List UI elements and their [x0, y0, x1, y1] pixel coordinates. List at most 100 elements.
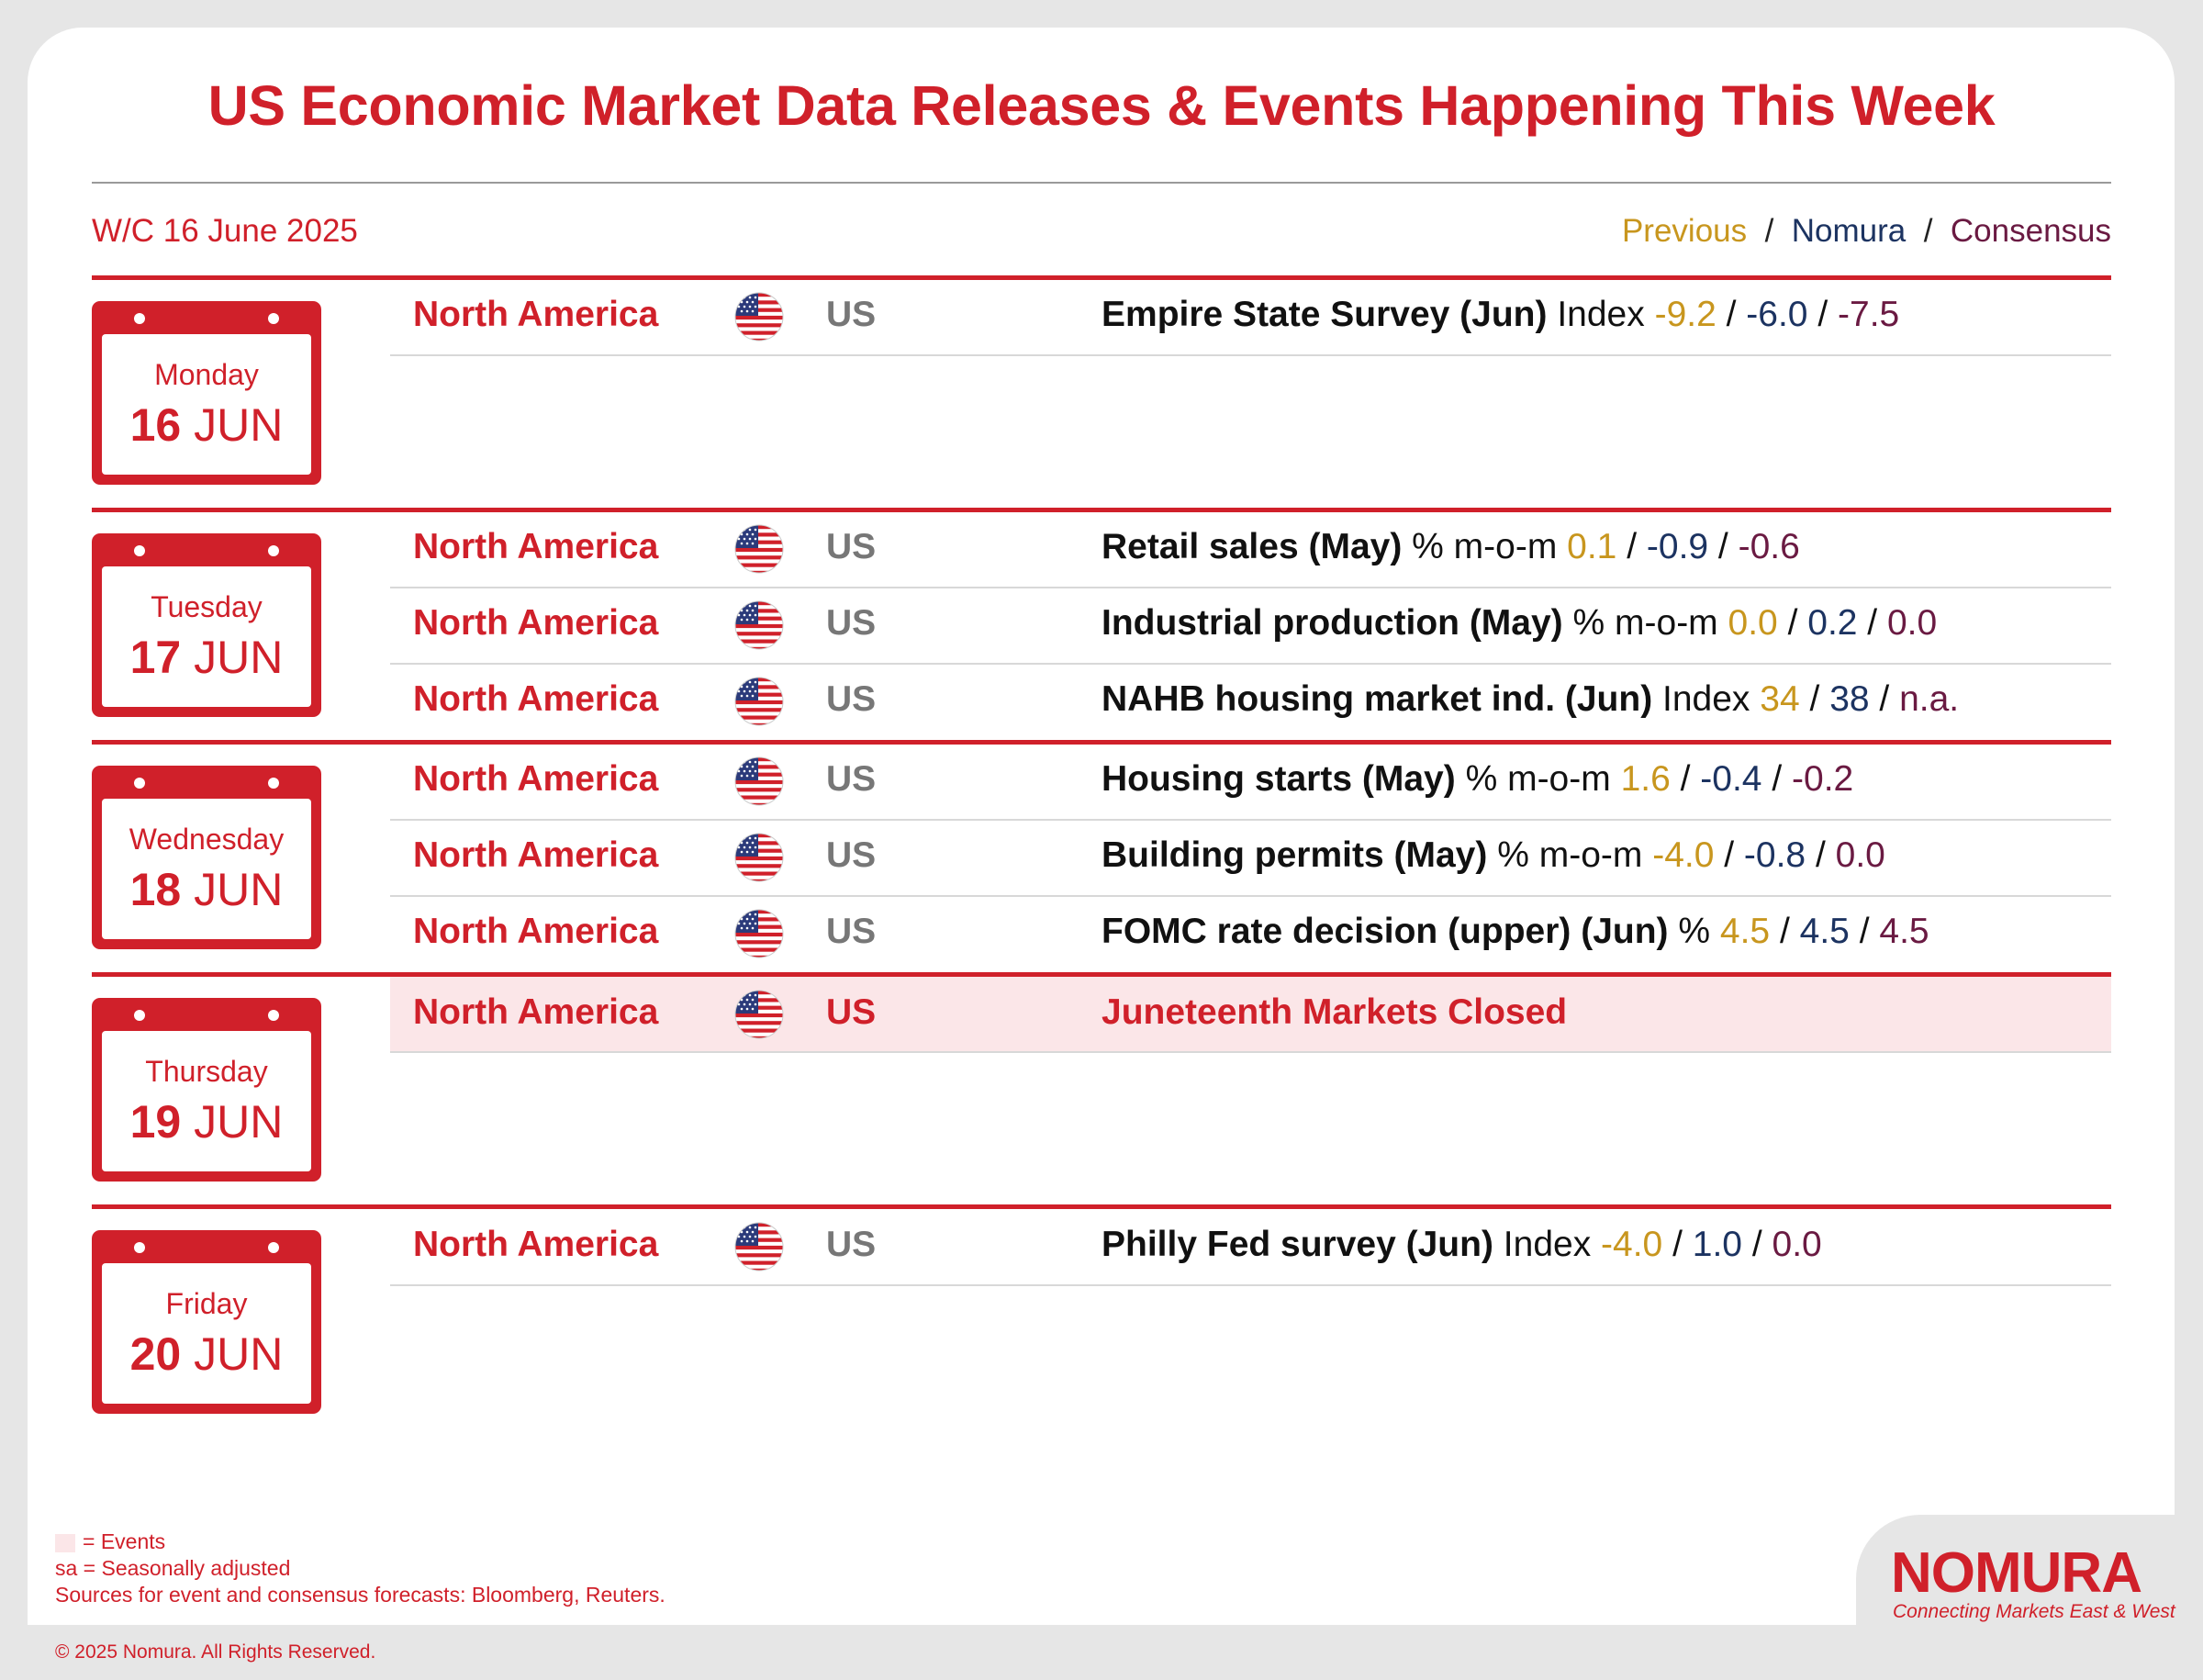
- title-divider: [92, 182, 2111, 184]
- nomura-value: -0.9: [1646, 527, 1709, 566]
- page-card: [28, 28, 2175, 1625]
- legend-nomura: Nomura: [1791, 213, 1907, 249]
- brand-tagline: Connecting Markets East & West: [1893, 1601, 2175, 1622]
- region-label: North America: [413, 295, 659, 334]
- previous-value: 0.0: [1728, 603, 1778, 643]
- nomura-value: -0.8: [1743, 835, 1806, 875]
- region-label: North America: [413, 1225, 659, 1264]
- legend-separator: /: [1923, 213, 1933, 249]
- row-divider: [390, 587, 2111, 588]
- row-divider: [390, 1284, 2111, 1286]
- consensus-value: 0.0: [1886, 603, 1938, 643]
- week-commencing: W/C 16 June 2025: [92, 213, 358, 249]
- country-code: US: [826, 527, 877, 566]
- previous-value: 1.6: [1620, 759, 1671, 799]
- release-description: Industrial production (May) % m-o-m 0.0 …: [1102, 603, 1938, 643]
- day-name: Friday: [165, 1287, 248, 1320]
- day-name: Wednesday: [129, 823, 285, 856]
- release-description: Building permits (May) % m-o-m -4.0 / -0…: [1102, 835, 1885, 875]
- event-highlight: [390, 977, 2111, 1052]
- copyright: © 2025 Nomura. All Rights Reserved.: [55, 1641, 376, 1663]
- sa-note: sa = Seasonally adjusted: [55, 1556, 291, 1580]
- release-description: Retail sales (May) % m-o-m 0.1 / -0.9 / …: [1102, 527, 1800, 566]
- us-flag-icon: [734, 833, 784, 882]
- region-label: North America: [413, 679, 659, 719]
- consensus-value: 4.5: [1879, 912, 1929, 951]
- logo-panel: [1856, 1515, 2175, 1625]
- region-label: North America: [413, 759, 659, 799]
- release-description: Housing starts (May) % m-o-m 1.6 / -0.4 …: [1102, 759, 1854, 799]
- region-label: North America: [413, 603, 659, 643]
- us-flag-icon: [734, 909, 784, 958]
- country-code: US: [826, 679, 877, 719]
- day-divider: [92, 1204, 2111, 1209]
- day-date: 18 JUN: [129, 864, 284, 915]
- region-label: North America: [413, 992, 659, 1032]
- calendar-icon-tuesday: Tuesday 17 JUN: [92, 533, 321, 717]
- consensus-value: -0.2: [1792, 759, 1854, 799]
- day-name: Monday: [154, 358, 259, 391]
- consensus-value: 0.0: [1835, 835, 1885, 875]
- nomura-value: 4.5: [1799, 912, 1850, 951]
- day-date: 20 JUN: [129, 1328, 284, 1380]
- calendar-ring-icon: [134, 313, 145, 324]
- country-code: US: [826, 759, 877, 799]
- calendar-ring-icon: [134, 778, 145, 789]
- row-divider: [390, 663, 2111, 665]
- country-code: US: [826, 295, 877, 334]
- release-description: FOMC rate decision (upper) (Jun) % 4.5 /…: [1102, 912, 1929, 951]
- consensus-value: n.a.: [1899, 679, 1960, 719]
- calendar-ring-icon: [268, 313, 279, 324]
- region-label: North America: [413, 835, 659, 875]
- row-divider: [390, 1051, 2111, 1053]
- day-name: Thursday: [145, 1055, 268, 1088]
- nomura-value: -0.4: [1700, 759, 1762, 799]
- day-date: 17 JUN: [129, 632, 284, 683]
- day-name: Tuesday: [151, 590, 263, 623]
- country-code: US: [826, 912, 877, 951]
- consensus-value: -7.5: [1838, 295, 1900, 334]
- us-flag-icon: [734, 756, 784, 806]
- release-description: Philly Fed survey (Jun) Index -4.0 / 1.0…: [1102, 1225, 1822, 1264]
- day-divider: [92, 275, 2111, 280]
- previous-value: -4.0: [1652, 835, 1715, 875]
- calendar-ring-icon: [134, 1242, 145, 1253]
- row-divider: [390, 895, 2111, 897]
- nomura-value: 1.0: [1692, 1225, 1742, 1264]
- calendar-ring-icon: [268, 545, 279, 556]
- sources-note: Sources for event and consensus forecast…: [55, 1583, 665, 1607]
- calendar-ring-icon: [134, 545, 145, 556]
- events-legend: = Events: [55, 1529, 165, 1554]
- us-flag-icon: [734, 600, 784, 650]
- nomura-value: 0.2: [1807, 603, 1858, 643]
- value-legend: Previous / Nomura / Consensus: [1622, 213, 2111, 250]
- us-flag-icon: [734, 990, 784, 1039]
- us-flag-icon: [734, 524, 784, 574]
- day-date: 19 JUN: [129, 1096, 284, 1148]
- country-code: US: [826, 992, 877, 1032]
- us-flag-icon: [734, 292, 784, 342]
- region-label: North America: [413, 527, 659, 566]
- nomura-logo: NOMURA: [1891, 1541, 2142, 1605]
- legend-previous: Previous: [1621, 213, 1748, 249]
- page-title: US Economic Market Data Releases & Event…: [207, 74, 1996, 137]
- calendar-ring-icon: [134, 1010, 145, 1021]
- legend-separator: /: [1764, 213, 1774, 249]
- previous-value: -4.0: [1601, 1225, 1663, 1264]
- consensus-value: 0.0: [1772, 1225, 1822, 1264]
- release-description: NAHB housing market ind. (Jun) Index 34 …: [1102, 679, 1960, 719]
- region-label: North America: [413, 912, 659, 951]
- day-divider: [92, 972, 2111, 977]
- event-description: Juneteenth Markets Closed: [1102, 992, 1568, 1032]
- day-divider: [92, 740, 2111, 745]
- previous-value: -9.2: [1654, 295, 1717, 334]
- us-flag-icon: [734, 677, 784, 726]
- day-divider: [92, 508, 2111, 512]
- consensus-value: -0.6: [1738, 527, 1800, 566]
- calendar-ring-icon: [268, 1242, 279, 1253]
- calendar-icon-thursday: Thursday 19 JUN: [92, 998, 321, 1182]
- previous-value: 0.1: [1567, 527, 1617, 566]
- country-code: US: [826, 835, 877, 875]
- row-divider: [390, 819, 2111, 821]
- calendar-ring-icon: [268, 778, 279, 789]
